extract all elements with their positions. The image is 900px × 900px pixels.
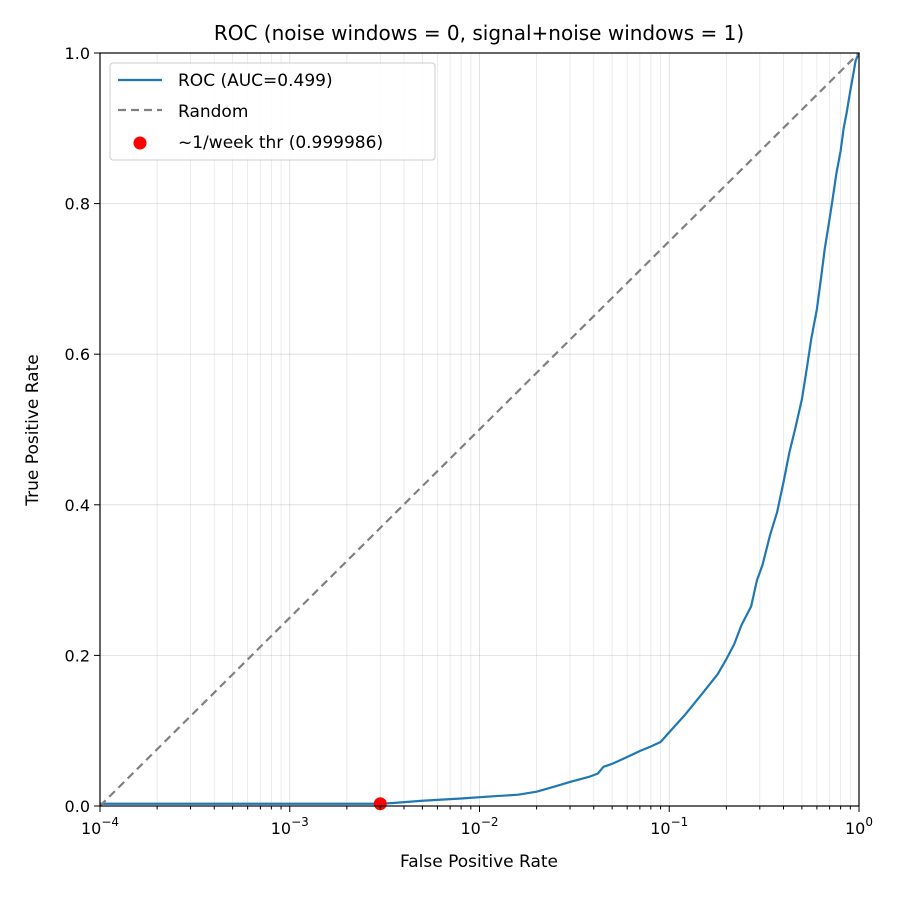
legend-box [109, 62, 436, 161]
x-tick-label: 10−4 [81, 815, 119, 838]
x-tick-label: 10−1 [650, 815, 688, 838]
y-tick-label: 0.6 [65, 345, 90, 364]
x-tick-label: 10−2 [460, 815, 498, 838]
x-tick-label: 10−3 [271, 815, 309, 838]
y-tick-label: 0.0 [65, 797, 90, 816]
x-tick-label: 100 [845, 815, 873, 838]
legend-random-label: Random [178, 102, 248, 122]
grid [99, 52, 859, 807]
y-tick-label: 0.4 [65, 496, 90, 515]
y-axis-label: True Positive Rate [23, 354, 43, 506]
legend-threshold-label: ~1/week thr (0.999986) [178, 133, 383, 153]
legend: ROC (AUC=0.499) Random ~1/week thr (0.99… [109, 62, 436, 161]
series-layer [99, 52, 861, 811]
y-axis-ticks: 0.0 0.2 0.4 0.6 0.8 1.0 [65, 44, 100, 816]
legend-threshold-marker [133, 136, 147, 150]
legend-roc-label: ROC (AUC=0.499) [178, 71, 333, 91]
y-tick-label: 1.0 [65, 44, 90, 63]
x-axis-label: False Positive Rate [400, 852, 558, 872]
y-tick-label: 0.8 [65, 195, 90, 214]
chart-title: ROC (noise windows = 0, signal+noise win… [214, 21, 744, 45]
random-line [99, 52, 860, 807]
y-tick-label: 0.2 [65, 646, 90, 665]
roc-curve [100, 52, 861, 805]
threshold-point [373, 797, 387, 811]
x-axis-ticks: 10−4 10−3 10−2 10−1 100 [81, 806, 873, 838]
